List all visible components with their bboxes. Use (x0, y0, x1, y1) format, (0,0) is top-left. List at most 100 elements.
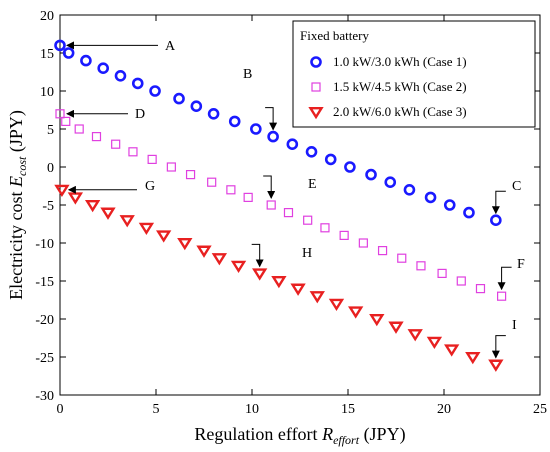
point-case-3 (196, 245, 212, 258)
annotation-label: D (135, 107, 145, 122)
x-tick-label: 20 (437, 402, 451, 417)
point-case-1 (424, 191, 437, 204)
point-case-1 (384, 176, 397, 188)
point-case-2 (397, 253, 407, 263)
point-case-1 (190, 100, 203, 112)
point-case-2 (416, 261, 426, 271)
series-case-2 (55, 109, 507, 301)
point-case-3 (177, 237, 193, 251)
point-case-2 (128, 147, 138, 157)
legend-marker-case-1 (310, 56, 322, 68)
point-case-1 (267, 130, 279, 143)
point-case-1 (324, 153, 337, 166)
legend-title: Fixed battery (300, 28, 369, 43)
point-case-1 (97, 62, 109, 74)
y-tick-label: -5 (42, 199, 54, 214)
y-tick-label: -25 (35, 351, 54, 366)
annotation-B: B (243, 67, 278, 131)
legend-marker-case-3 (308, 106, 324, 120)
point-case-3 (211, 253, 228, 266)
annotation-arrow (491, 190, 506, 215)
point-case-2 (456, 276, 466, 286)
point-case-2 (283, 208, 294, 218)
point-case-2 (185, 170, 196, 180)
data-marks (54, 39, 507, 372)
series-case-3 (54, 184, 504, 372)
legend-label-case-1: 1.0 kW/3.0 kWh (Case 1) (333, 54, 467, 69)
point-case-2 (358, 238, 368, 248)
legend-label-case-3: 2.0 kW/6.0 kWh (Case 3) (333, 104, 467, 119)
point-case-3 (444, 344, 460, 357)
point-case-3 (119, 215, 135, 228)
x-tick-label: 10 (245, 402, 259, 417)
annotation-E: E (263, 175, 317, 199)
annotation-F: F (497, 257, 525, 291)
point-case-3 (84, 199, 101, 213)
point-case-3 (488, 359, 504, 372)
annotation-D: D (66, 107, 145, 122)
annotations: A B C D E F G H I (66, 39, 525, 359)
annotation-arrow (497, 266, 512, 291)
x-tick-label: 0 (57, 402, 64, 417)
tick-labels: 0 5 10 15 20 25 -30 -25 -20 -15 -10 -5 0 5 10 15 20 (35, 9, 547, 417)
y-tick-label: 0 (47, 161, 54, 176)
x-tick-label: 15 (341, 402, 355, 417)
point-case-2 (377, 246, 388, 256)
point-case-3 (426, 336, 443, 350)
point-case-1 (114, 70, 127, 82)
point-case-3 (328, 298, 345, 312)
annotation-label: I (512, 318, 517, 333)
point-case-2 (339, 230, 349, 240)
x-axis-title: Regulation effort Reffort (JPY) (194, 424, 405, 447)
y-tick-label: 5 (47, 123, 54, 138)
point-case-3 (348, 306, 364, 319)
annotation-arrow (265, 107, 278, 131)
point-case-3 (156, 230, 172, 243)
y-axis-title: Electricity cost Ecost (JPY) (6, 110, 29, 300)
point-case-2 (437, 268, 447, 278)
annotation-label: G (145, 179, 155, 194)
y-tick-label: 15 (40, 47, 54, 62)
point-case-1 (403, 184, 416, 196)
legend: Fixed battery 1.0 kW/3.0 kWh (Case 1) 1.5… (292, 20, 536, 128)
point-case-1 (344, 161, 356, 173)
annotation-label: E (308, 177, 317, 192)
y-tick-label: -15 (35, 275, 54, 290)
point-case-1 (80, 54, 92, 67)
point-case-2 (74, 124, 84, 134)
point-case-1 (131, 77, 144, 90)
legend-marker-case-2 (311, 82, 321, 92)
point-case-2 (320, 223, 330, 233)
point-case-2 (243, 192, 253, 202)
point-case-1 (443, 199, 456, 211)
point-case-3 (230, 260, 247, 274)
point-case-1 (490, 214, 502, 226)
point-case-1 (54, 39, 66, 52)
point-case-3 (369, 313, 385, 327)
point-case-3 (252, 268, 268, 281)
axis-ticks (59, 14, 541, 396)
point-case-1 (250, 123, 262, 135)
point-case-3 (290, 283, 306, 296)
annotation-label: A (165, 39, 176, 54)
point-case-1 (365, 168, 377, 181)
annotation-I: I (491, 318, 517, 359)
point-case-3 (271, 275, 287, 289)
point-case-2 (61, 116, 71, 127)
annotation-C: C (491, 179, 521, 215)
point-case-3 (309, 291, 325, 304)
series-case-1 (54, 39, 502, 226)
annotation-label: C (512, 179, 521, 194)
point-case-1 (173, 92, 185, 105)
y-tick-label: -10 (35, 237, 54, 252)
annotation-arrow (263, 175, 276, 199)
point-case-1 (228, 115, 241, 128)
point-case-3 (54, 184, 70, 198)
y-tick-label: -20 (35, 313, 54, 328)
point-case-1 (305, 146, 318, 158)
annotation-arrow (251, 243, 264, 268)
annotation-arrow (491, 335, 506, 359)
annotation-label: B (243, 67, 252, 82)
point-case-1 (207, 108, 220, 120)
